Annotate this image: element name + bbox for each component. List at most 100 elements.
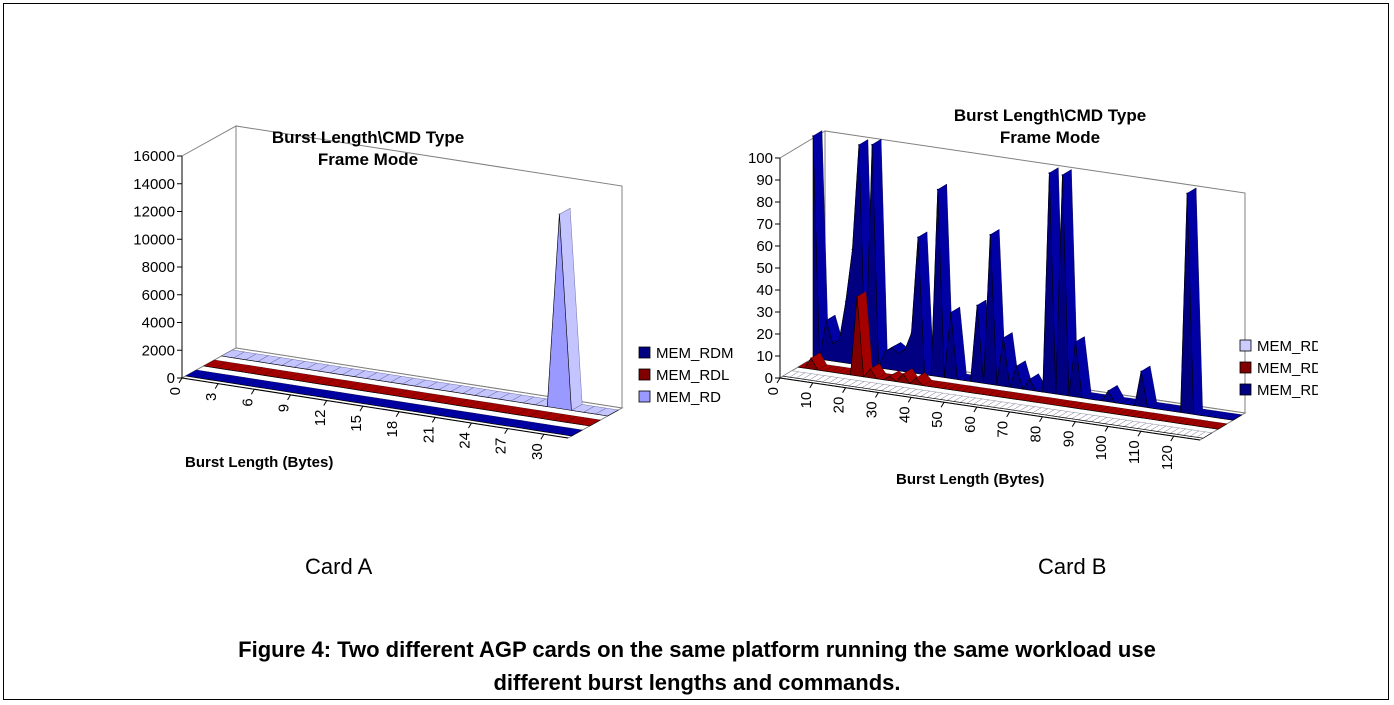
- chart-subtitle: Frame Mode: [1000, 128, 1100, 147]
- x-tick-mark: [323, 400, 328, 406]
- series-end-cap: [1217, 423, 1228, 430]
- data-point: [1015, 365, 1018, 368]
- legend-entry: MEM_RDM: [1257, 382, 1318, 399]
- data-point: [825, 319, 827, 322]
- x-tick-mark: [287, 394, 291, 401]
- x-tick-label: 10: [798, 392, 815, 409]
- data-point: [851, 248, 854, 251]
- x-tick-mark: [1137, 431, 1142, 437]
- figure-caption: Figure 4: Two different AGP cards on the…: [60, 633, 1334, 699]
- y-tick-label: 16000: [133, 148, 175, 165]
- chart-card-b: 0 10 20 30 40 50 60 70 80 90 100 0 10 20 30 40 50 60 70 80 9…: [748, 106, 1318, 488]
- x-tick-mark: [1039, 416, 1043, 423]
- x-tick-label: 70: [995, 421, 1012, 438]
- y-tick-label: 50: [756, 260, 773, 277]
- data-point: [904, 348, 906, 351]
- y-tick-label: 40: [756, 282, 773, 299]
- series-end-cap: [1202, 432, 1213, 439]
- side-wall: [181, 125, 237, 379]
- data-point: [810, 357, 812, 359]
- x-tick-label: 6: [239, 398, 256, 406]
- x-tick-label: 90: [1060, 431, 1077, 448]
- legend-swatch: [1239, 383, 1252, 396]
- series-front-face: [221, 214, 608, 417]
- data-point: [845, 300, 847, 303]
- chart-title: Burst Length\CMD Type: [954, 106, 1146, 125]
- y-tick-label: 100: [748, 150, 773, 167]
- x-tick-label: 40: [896, 406, 913, 423]
- x-tick-label: 120: [1159, 445, 1176, 470]
- x-tick-mark: [1071, 421, 1076, 427]
- y-tick-label: 14000: [133, 176, 175, 193]
- x-axis-line: [181, 377, 569, 439]
- x-tick-label: 18: [384, 421, 401, 438]
- y-tick-label: 8000: [142, 259, 175, 276]
- x-tick-label: 3: [203, 393, 220, 401]
- x-tick-label: 60: [962, 416, 979, 433]
- x-tick-mark: [395, 411, 400, 418]
- data-point: [950, 311, 952, 314]
- x-tick-mark: [1104, 426, 1109, 432]
- data-point: [1186, 192, 1188, 195]
- x-tick-mark: [214, 383, 219, 389]
- x-tick-mark: [1170, 435, 1175, 442]
- x-axis-label: Burst Length (Bytes): [185, 454, 333, 471]
- data-point: [838, 339, 841, 341]
- series-front-face: [782, 375, 1204, 439]
- y-tick-label: 20: [756, 326, 773, 343]
- data-point: [858, 144, 860, 146]
- legend-entry: MEM_RDL: [656, 367, 729, 384]
- legend-swatch: [638, 346, 651, 359]
- data-point: [1107, 389, 1110, 392]
- chart-subtitle: Frame Mode: [318, 150, 418, 169]
- x-tick-label: 27: [493, 438, 510, 455]
- x-tick-mark: [540, 433, 545, 440]
- legend-swatch: [638, 368, 651, 381]
- x-tick-label: 110: [1126, 440, 1143, 464]
- x-tick-label: 21: [420, 426, 437, 443]
- legend-entry: MEM_RDL: [1257, 360, 1318, 377]
- x-tick-mark: [973, 406, 978, 413]
- x-tick-mark: [250, 388, 255, 395]
- series-front-face: [185, 375, 572, 437]
- data-point: [856, 295, 858, 298]
- x-tick-label: 100: [1093, 435, 1110, 460]
- x-tick-mark: [431, 417, 436, 423]
- data-point: [1048, 172, 1051, 174]
- legend-entry: MEM_RD: [656, 389, 721, 406]
- data-point: [902, 373, 904, 375]
- data-point: [812, 135, 814, 137]
- y-tick-label: 12000: [133, 204, 175, 221]
- x-tick-label: 15: [348, 415, 365, 432]
- x-tick-label: 20: [831, 397, 848, 414]
- x-axis-label: Burst Length (Bytes): [896, 471, 1044, 488]
- data-point: [884, 350, 886, 353]
- x-tick-label: 24: [457, 432, 474, 449]
- x-tick-mark: [875, 392, 879, 398]
- caption-line-1: Figure 4: Two different AGP cards on the…: [238, 637, 1156, 662]
- x-tick-label: 0: [167, 387, 184, 395]
- x-tick-label: 0: [765, 387, 782, 395]
- data-point: [915, 377, 917, 379]
- y-tick-label: 2000: [142, 342, 175, 359]
- legend-swatch: [1239, 339, 1252, 352]
- series-end-cap: [1232, 414, 1243, 421]
- data-point: [1002, 337, 1005, 339]
- x-tick-mark: [359, 405, 364, 412]
- x-tick-mark: [809, 382, 814, 389]
- y-tick-label: 70: [756, 216, 773, 233]
- y-tick-label: 80: [756, 194, 773, 211]
- legend-swatch: [1239, 361, 1252, 374]
- data-point: [558, 213, 561, 216]
- y-tick-label: 10000: [133, 231, 175, 248]
- data-point: [917, 236, 919, 239]
- caption-line-2: different burst lengths and commands.: [493, 670, 901, 695]
- chart-card-a: 0 2000 4000 6000 8000 10000 12000 14000 16000 0 3 6…: [133, 125, 734, 471]
- chart-title: Burst Length\CMD Type: [272, 128, 464, 147]
- x-tick-mark: [940, 401, 945, 408]
- data-point: [910, 332, 913, 334]
- data-point: [936, 188, 939, 191]
- y-tick-label: 0: [765, 370, 773, 387]
- data-point: [1140, 370, 1142, 373]
- x-tick-label: 12: [312, 410, 329, 427]
